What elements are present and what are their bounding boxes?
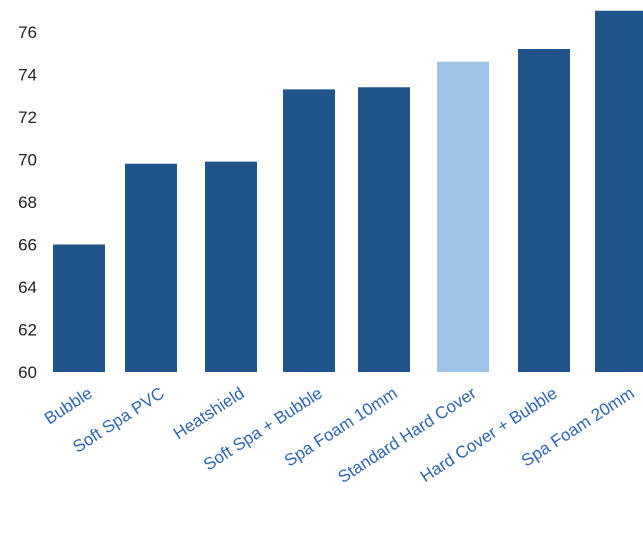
bar-heatshield: [205, 161, 257, 372]
y-tick-label: 76: [18, 23, 37, 42]
bar-spa-foam-20mm: [595, 10, 643, 372]
x-tick-label: Bubble: [41, 383, 96, 428]
bars: [53, 10, 643, 372]
y-tick-label: 72: [18, 108, 37, 127]
x-tick-label: Standard Hard Cover: [335, 383, 480, 487]
bar-spa-foam-10mm: [358, 87, 410, 372]
y-axis-tick-labels: 60 62 64 66 68 70 72 74 76: [18, 23, 37, 382]
bar-hard-cover-bubble: [518, 49, 570, 372]
y-tick-label: 62: [18, 321, 37, 340]
y-tick-label: 64: [18, 278, 37, 297]
x-tick-label: Hard Cover + Bubble: [417, 383, 561, 486]
bar-standard-hard-cover: [437, 61, 489, 372]
bar-bubble: [53, 244, 105, 372]
y-tick-label: 66: [18, 236, 37, 255]
y-tick-label: 60: [18, 363, 37, 382]
y-tick-label: 70: [18, 151, 37, 170]
y-tick-label: 74: [18, 66, 37, 85]
bar-soft-spa-bubble: [283, 89, 335, 372]
bar-soft-spa-pvc: [125, 163, 177, 372]
y-tick-label: 68: [18, 193, 37, 212]
